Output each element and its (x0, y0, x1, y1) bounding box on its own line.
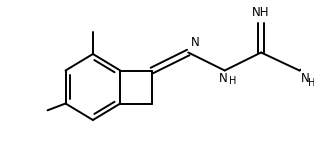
Text: N: N (191, 36, 200, 49)
Text: N: N (219, 73, 228, 85)
Text: H: H (230, 76, 237, 86)
Text: NH: NH (252, 6, 270, 19)
Text: N: N (301, 72, 310, 85)
Text: H: H (308, 78, 314, 88)
